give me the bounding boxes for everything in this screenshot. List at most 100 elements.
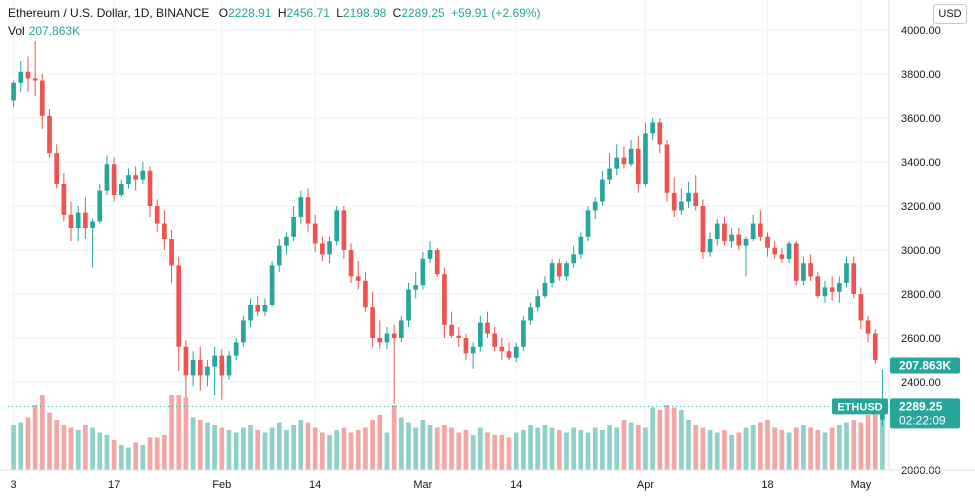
volume-bar — [758, 422, 763, 470]
candle-body — [233, 342, 239, 356]
volume-bar — [836, 425, 842, 470]
volume-bar — [219, 427, 225, 470]
candle-body — [477, 322, 483, 347]
candle-body — [61, 184, 67, 215]
candle-body — [456, 335, 462, 338]
candle-body — [434, 250, 440, 275]
open-label: O — [218, 6, 229, 20]
volume-bar — [664, 405, 670, 470]
volume-bar — [212, 425, 217, 470]
volume-layer — [11, 395, 885, 470]
volume-bar — [858, 422, 864, 470]
high-value: 2456.71 — [286, 6, 330, 20]
candle-body — [492, 333, 498, 347]
candle-body — [556, 263, 562, 277]
candle-layer — [11, 41, 885, 427]
volume-bar — [506, 437, 512, 470]
currency-button[interactable]: USD — [933, 4, 967, 24]
candle-body — [276, 245, 282, 266]
candle-body — [621, 157, 627, 165]
volume-label[interactable]: Vol — [8, 24, 25, 38]
volume-bar — [25, 417, 31, 470]
candle-body — [212, 355, 217, 367]
candle-body — [650, 122, 655, 134]
volume-bar — [829, 427, 835, 470]
volume-bar — [657, 410, 663, 470]
candle-body — [442, 274, 447, 325]
volume-bar — [118, 445, 124, 470]
candle-body — [485, 322, 490, 334]
candle-body — [126, 175, 131, 184]
candle-body — [47, 115, 52, 154]
volume-bar — [442, 425, 447, 470]
candle-body — [104, 164, 110, 191]
volume-bar — [750, 425, 756, 470]
candle-body — [736, 234, 742, 246]
price-badge-bg — [890, 398, 960, 429]
candle-body — [269, 265, 275, 305]
y-tick-label: 3000.00 — [901, 245, 941, 257]
candle-body — [858, 294, 864, 321]
candle-body — [327, 241, 332, 255]
legend-ohlc: Ethereum / U.S. Dollar, 1D, BINANCE O222… — [8, 4, 543, 22]
volume-bar — [470, 435, 476, 470]
candle-body — [865, 320, 871, 334]
candle-body — [463, 338, 469, 354]
low-value: 2198.98 — [342, 6, 387, 20]
candle-body — [829, 287, 835, 292]
candle-body — [470, 346, 476, 354]
volume-bar — [348, 432, 354, 470]
volume-bar — [90, 427, 95, 470]
candle-body — [793, 243, 799, 281]
candle-body — [657, 122, 663, 145]
candle-body — [83, 212, 88, 228]
volume-bar — [693, 425, 699, 470]
x-tick-label: 14 — [309, 479, 321, 491]
volume-bar — [786, 432, 792, 470]
volume-bar — [406, 422, 411, 470]
candle-body — [133, 175, 138, 180]
volume-bar — [614, 427, 620, 470]
candle-body — [262, 305, 268, 312]
volume-bar — [880, 418, 885, 470]
candle-body — [90, 221, 95, 228]
price-badge-countdown: 02:22:09 — [899, 413, 946, 427]
candle-body — [822, 287, 828, 297]
volume-bar — [104, 435, 110, 470]
volume-bar — [793, 427, 799, 470]
candle-body — [348, 250, 354, 277]
volume-bar — [571, 427, 576, 470]
candle-body — [298, 197, 304, 217]
grid-layer — [8, 0, 889, 471]
y-tick-label: 2400.00 — [901, 377, 941, 389]
candle-body — [571, 254, 576, 264]
volume-bar — [176, 395, 182, 470]
volume-bar — [32, 405, 38, 470]
volume-bar — [865, 415, 871, 470]
volume-bar — [39, 395, 45, 470]
volume-bar — [226, 430, 232, 470]
candle-body — [707, 239, 713, 253]
candle-body — [154, 206, 160, 224]
volume-bar — [485, 432, 490, 470]
y-tick-label: 3200.00 — [901, 201, 941, 213]
candle-body — [75, 212, 81, 228]
volume-bar — [542, 425, 548, 470]
y-tick-label: 2600.00 — [901, 333, 941, 345]
x-tick-label: Feb — [212, 479, 231, 491]
candle-body — [11, 82, 16, 101]
x-tick-label: 18 — [761, 479, 773, 491]
candle-body — [241, 320, 246, 343]
volume-bar — [334, 430, 340, 470]
volume-bar — [499, 435, 505, 470]
candle-body — [226, 355, 232, 376]
candle-body — [384, 333, 390, 343]
symbol-title[interactable]: Ethereum / U.S. Dollar, 1D, BINANCE — [8, 6, 210, 20]
volume-bar — [456, 432, 462, 470]
open-value: 2228.91 — [228, 6, 272, 20]
legend-volume: Vol 207.863K — [8, 22, 80, 40]
x-tick-label: 14 — [510, 479, 522, 491]
volume-bar — [241, 427, 246, 470]
